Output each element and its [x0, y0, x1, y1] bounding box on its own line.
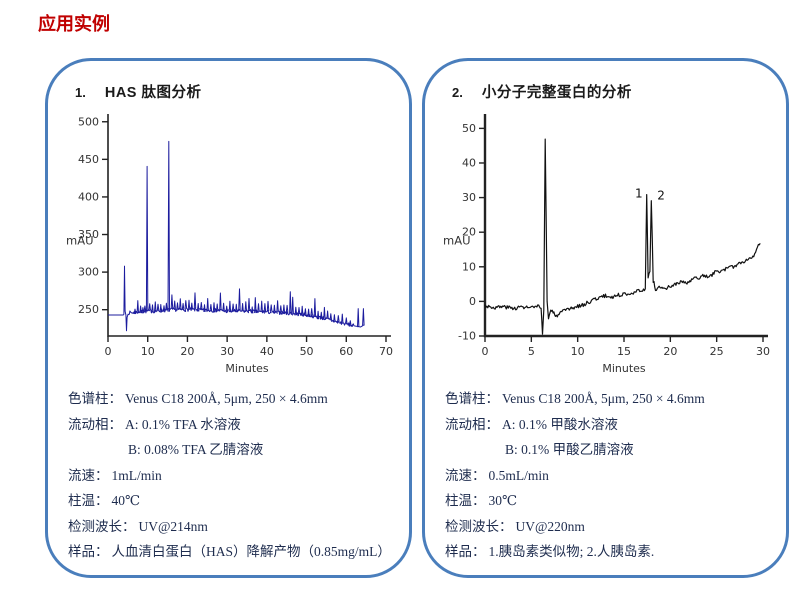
spec-row: 柱温： 40℃: [68, 488, 409, 514]
spec-row: 流速： 0.5mL/min: [445, 463, 786, 489]
svg-text:10: 10: [462, 260, 476, 273]
chromatogram-trace: [484, 138, 761, 335]
panel-1: 1. HAS 肽图分析 250 300 350 400 450 500 0 10 20 30 40 5…: [45, 58, 412, 578]
panel-1-title: HAS 肽图分析: [104, 85, 202, 101]
svg-text:0: 0: [482, 345, 489, 358]
svg-text:400: 400: [78, 190, 99, 203]
spec-label: 色谱柱：: [445, 391, 499, 406]
svg-text:70: 70: [379, 345, 393, 358]
spec-value: 人血清白蛋白（HAS）降解产物（0.85mg/mL）: [111, 544, 391, 559]
spec-label: 检测波长：: [68, 518, 136, 534]
chromatogram-chart-2: -10 0 10 20 30 40 50 0 5 10 15 20 25 30 mAU Minutes 1 2: [443, 114, 770, 375]
panel-2-title: 小分子完整蛋白的分析: [481, 85, 632, 101]
svg-text:10: 10: [571, 345, 585, 358]
chromatogram-trace: [108, 140, 365, 332]
svg-text:20: 20: [180, 345, 194, 358]
chromatogram-chart-1: 250 300 350 400 450 500 0 10 20 30 40 50 60 70 mAU Minu…: [66, 114, 393, 375]
spec-value: A: 0.1% TFA 水溶液: [125, 416, 241, 432]
panels-row: 1. HAS 肽图分析 250 300 350 400 450 500 0 10 20 30 40 5…: [45, 58, 789, 578]
svg-text:50: 50: [300, 345, 314, 358]
spec-row: 色谱柱： Venus C18 200Å, 5μm, 250 × 4.6mm: [445, 386, 786, 412]
svg-text:450: 450: [78, 153, 99, 166]
axis-lines: [483, 114, 768, 338]
spec-label: 检测波长：: [445, 518, 513, 534]
spec-value: 1.胰岛素类似物; 2.人胰岛素.: [488, 544, 655, 559]
spec-value: 30℃: [488, 493, 518, 508]
svg-text:50: 50: [462, 122, 476, 135]
spec-row: 色谱柱： Venus C18 200Å, 5μm, 250 × 4.6mm: [68, 386, 409, 412]
peak-label: 1: [635, 187, 643, 201]
panel-1-number: 1.: [75, 85, 86, 100]
spec-value: 1mL/min: [111, 467, 162, 483]
spec-label: 流速：: [68, 467, 109, 483]
spec-label: 流动相：: [68, 416, 122, 432]
spec-label: 色谱柱：: [68, 391, 122, 406]
spec-list-2: 色谱柱： Venus C18 200Å, 5μm, 250 × 4.6mm 流动相：…: [445, 386, 786, 565]
spec-value: Venus C18 200Å, 5μm, 250 × 4.6mm: [125, 391, 328, 406]
spec-value: UV@220nm: [515, 518, 585, 534]
spec-value: A: 0.1% 甲酸水溶液: [502, 416, 618, 432]
spec-value: UV@214nm: [138, 518, 208, 534]
spec-row: 样品： 1.胰岛素类似物; 2.人胰岛素.: [445, 539, 786, 565]
svg-text:20: 20: [462, 226, 476, 239]
svg-text:25: 25: [710, 345, 724, 358]
x-axis-label: Minutes: [225, 362, 269, 375]
svg-text:-10: -10: [458, 330, 476, 343]
spec-row: 柱温： 30℃: [445, 488, 786, 514]
svg-text:300: 300: [78, 266, 99, 279]
svg-text:60: 60: [339, 345, 353, 358]
page-title: 应用实例: [38, 14, 110, 34]
y-axis-label: mAU: [443, 233, 471, 247]
spec-row: 样品： 人血清白蛋白（HAS）降解产物（0.85mg/mL）: [68, 539, 409, 565]
svg-text:500: 500: [78, 115, 99, 128]
svg-text:5: 5: [528, 345, 535, 358]
spec-value: 0.5mL/min: [488, 467, 549, 483]
panel-2-number: 2.: [452, 85, 463, 100]
panel-1-header: 1. HAS 肽图分析: [75, 81, 409, 102]
spec-list-1: 色谱柱： Venus C18 200Å, 5μm, 250 × 4.6mm 流动相：…: [68, 386, 409, 565]
svg-text:0: 0: [469, 295, 476, 308]
svg-text:0: 0: [105, 345, 112, 358]
spec-row: 检测波长： UV@220nm: [445, 514, 786, 540]
spec-value: Venus C18 200Å, 5μm, 250 × 4.6mm: [502, 391, 705, 406]
peak-label: 2: [657, 188, 665, 202]
svg-text:10: 10: [141, 345, 155, 358]
svg-text:40: 40: [260, 345, 274, 358]
svg-text:350: 350: [78, 228, 99, 241]
svg-text:30: 30: [220, 345, 234, 358]
spec-row: 流动相： A: 0.1% TFA 水溶液: [68, 412, 409, 438]
svg-text:20: 20: [663, 345, 677, 358]
svg-text:40: 40: [462, 156, 476, 169]
y-axis-label: mAU: [66, 233, 94, 247]
svg-text:15: 15: [617, 345, 631, 358]
x-axis-label: Minutes: [602, 362, 646, 375]
spec-label: 柱温：: [68, 493, 109, 508]
svg-text:250: 250: [78, 303, 99, 316]
spec-label: 柱温：: [445, 493, 486, 508]
spec-row: 流速： 1mL/min: [68, 463, 409, 489]
spec-label: 样品：: [68, 544, 109, 559]
panel-2: 2. 小分子完整蛋白的分析 -10 0 10 20 30 40 50 0 5 10 15 20 25 30…: [422, 58, 789, 578]
svg-text:30: 30: [756, 345, 770, 358]
spec-row: 流动相： A: 0.1% 甲酸水溶液: [445, 412, 786, 438]
spec-value: B: 0.08% TFA 乙腈溶液: [128, 442, 264, 457]
spec-label: 样品：: [445, 544, 486, 559]
svg-text:30: 30: [462, 191, 476, 204]
spec-row: B: 0.1% 甲酸乙腈溶液: [445, 437, 786, 463]
spec-label: 流动相：: [445, 416, 499, 432]
spec-row: 检测波长： UV@214nm: [68, 514, 409, 540]
spec-row: B: 0.08% TFA 乙腈溶液: [68, 437, 409, 463]
spec-value: B: 0.1% 甲酸乙腈溶液: [505, 442, 634, 457]
panel-2-header: 2. 小分子完整蛋白的分析: [452, 81, 786, 102]
spec-label: 流速：: [445, 467, 486, 483]
spec-value: 40℃: [111, 493, 141, 508]
